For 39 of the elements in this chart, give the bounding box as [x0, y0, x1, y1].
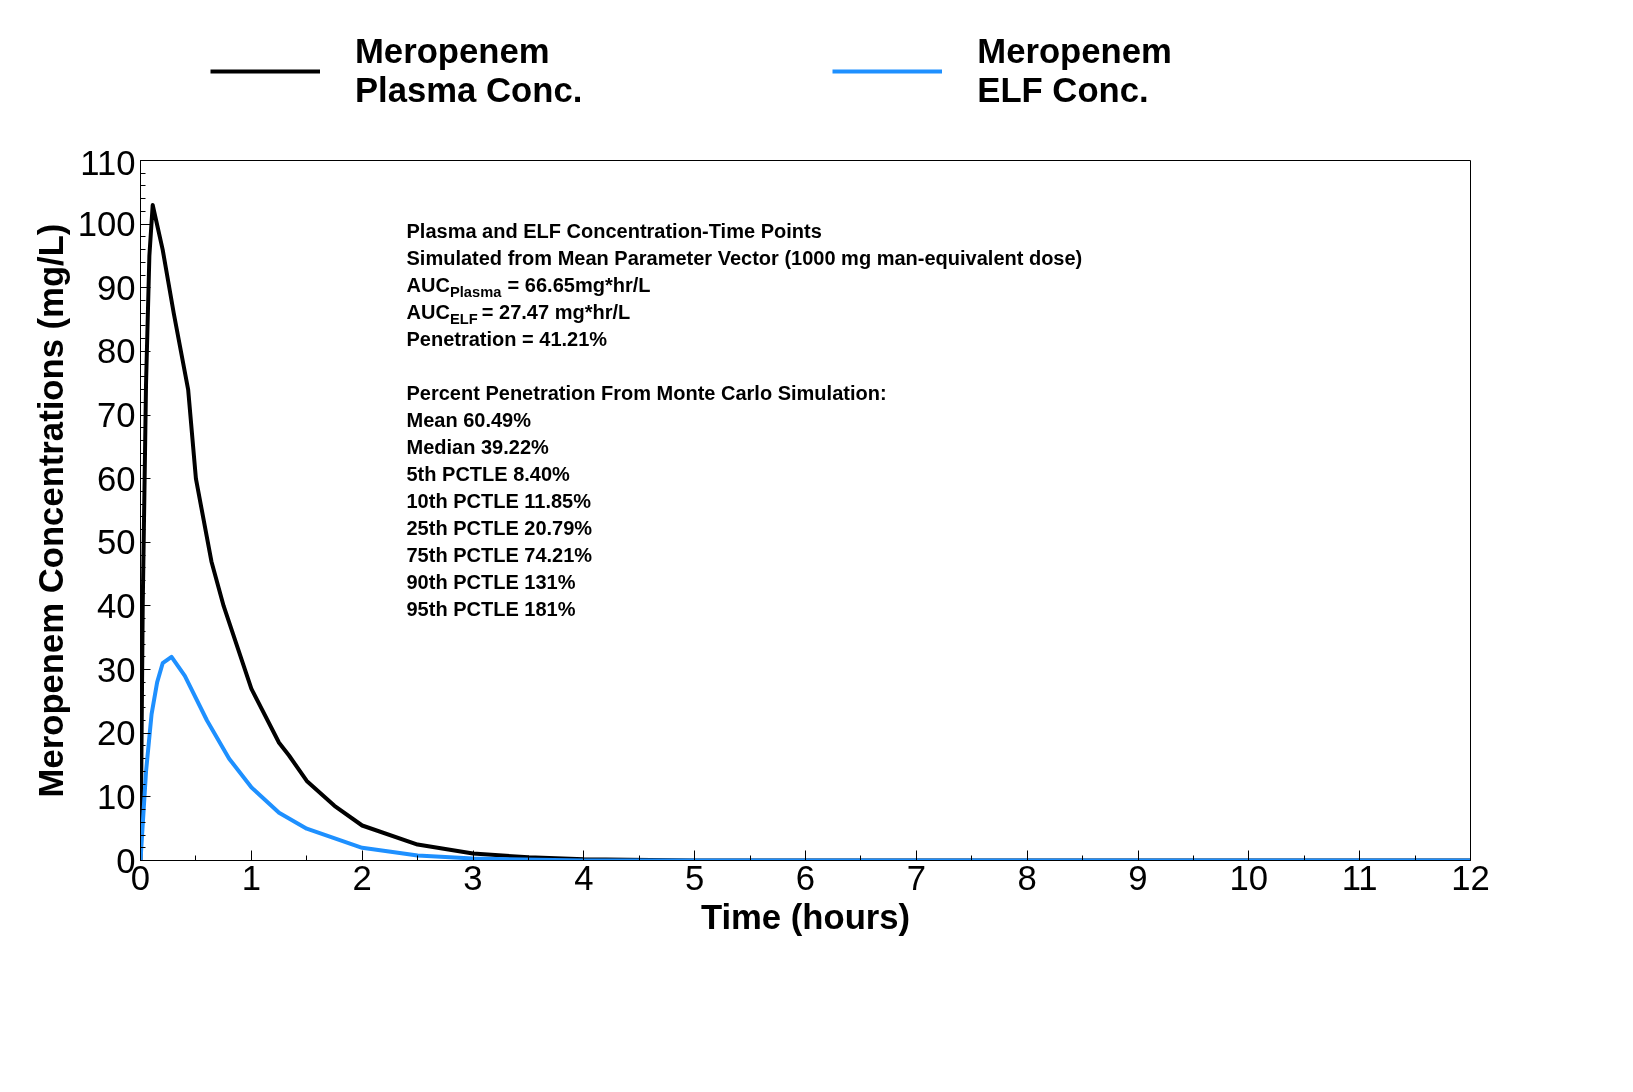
- annotation: 10th PCTLE 11.85%: [406, 489, 592, 512]
- x-tick-label: 9: [1128, 858, 1148, 897]
- x-tick-label: 11: [1341, 858, 1378, 897]
- annotation: 95th PCTLE 181%: [406, 597, 576, 620]
- legend-label: Meropenem ELF Conc.: [977, 32, 1172, 110]
- y-tick-label: 100: [77, 205, 136, 244]
- y-tick-label: 110: [80, 143, 136, 182]
- annotation: Penetration = 41.21%: [406, 327, 608, 350]
- annotation: 5th PCTLE 8.40%: [406, 462, 571, 485]
- y-tick-label: 80: [96, 332, 136, 371]
- annotation: 75th PCTLE 74.21%: [406, 543, 593, 566]
- y-tick-label: 50: [96, 523, 136, 562]
- x-axis-title: Time (hours): [700, 897, 911, 936]
- x-tick-label: 2: [352, 858, 372, 897]
- x-tick-label: 6: [795, 858, 816, 897]
- annotation: Simulated from Mean Parameter Vector (1000 mg man-equivalent dose): [406, 246, 1083, 269]
- x-tick-label: 5: [685, 858, 705, 897]
- y-tick-label: 30: [96, 650, 136, 689]
- annotation: 90th PCTLE 131%: [406, 570, 576, 593]
- annotation: Median 39.22%: [406, 435, 549, 458]
- x-tick-label: 7: [906, 858, 926, 897]
- y-tick-label: 90: [96, 268, 136, 307]
- annotation: Plasma and ELF Concentration-Time Points: [406, 219, 822, 242]
- x-tick-label: 12: [1451, 858, 1490, 897]
- x-tick-label: 1: [241, 858, 261, 897]
- annotation: Mean 60.49%: [406, 408, 532, 431]
- y-tick-label: 20: [96, 714, 136, 753]
- y-axis-title: Meropenem Concentrations (mg/L): [31, 223, 70, 798]
- x-tick-label: 4: [574, 858, 594, 897]
- y-tick-label: 70: [96, 396, 136, 435]
- y-tick-label: 10: [96, 777, 136, 816]
- y-tick-label: 40: [96, 586, 136, 625]
- y-tick-label: 60: [96, 459, 136, 498]
- annotation: Percent Penetration From Monte Carlo Simulation:: [406, 381, 887, 404]
- annotation: 25th PCTLE 20.79%: [406, 516, 593, 539]
- x-tick-label: 3: [463, 858, 483, 897]
- x-tick-label: 10: [1229, 858, 1269, 897]
- legend-label: Meropenem Plasma Conc.: [355, 32, 583, 110]
- x-tick-label: 8: [1017, 858, 1037, 897]
